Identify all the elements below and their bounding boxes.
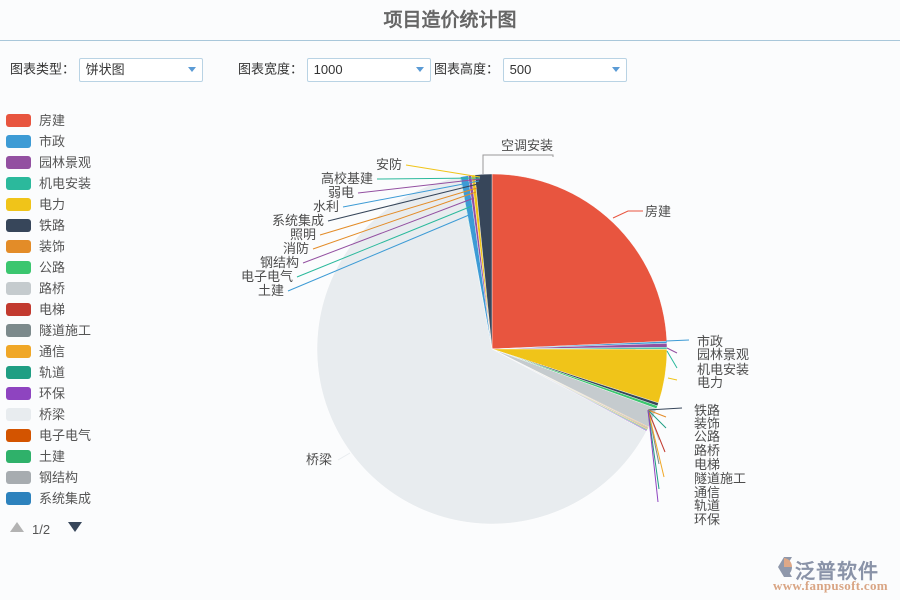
svg-text:弱电: 弱电: [328, 185, 354, 200]
svg-text:公路: 公路: [694, 429, 720, 444]
svg-text:轨道: 轨道: [694, 498, 720, 513]
svg-text:桥梁: 桥梁: [306, 452, 332, 467]
svg-text:高校基建: 高校基建: [321, 171, 373, 186]
svg-text:隧道施工: 隧道施工: [694, 471, 746, 486]
svg-text:房建: 房建: [645, 204, 671, 219]
svg-text:电梯: 电梯: [694, 457, 720, 472]
svg-text:园林景观: 园林景观: [697, 347, 749, 362]
svg-text:安防: 安防: [376, 157, 402, 172]
svg-text:电子电气: 电子电气: [241, 269, 293, 284]
svg-text:系统集成: 系统集成: [272, 213, 324, 228]
svg-text:空调安装: 空调安装: [501, 138, 553, 153]
svg-text:消防: 消防: [283, 241, 309, 256]
svg-text:钢结构: 钢结构: [260, 255, 299, 270]
svg-text:土建: 土建: [258, 283, 284, 298]
svg-text:路桥: 路桥: [694, 443, 720, 458]
svg-text:照明: 照明: [290, 227, 316, 242]
svg-text:电力: 电力: [697, 375, 723, 390]
svg-text:环保: 环保: [694, 512, 720, 527]
svg-text:水利: 水利: [313, 199, 339, 214]
